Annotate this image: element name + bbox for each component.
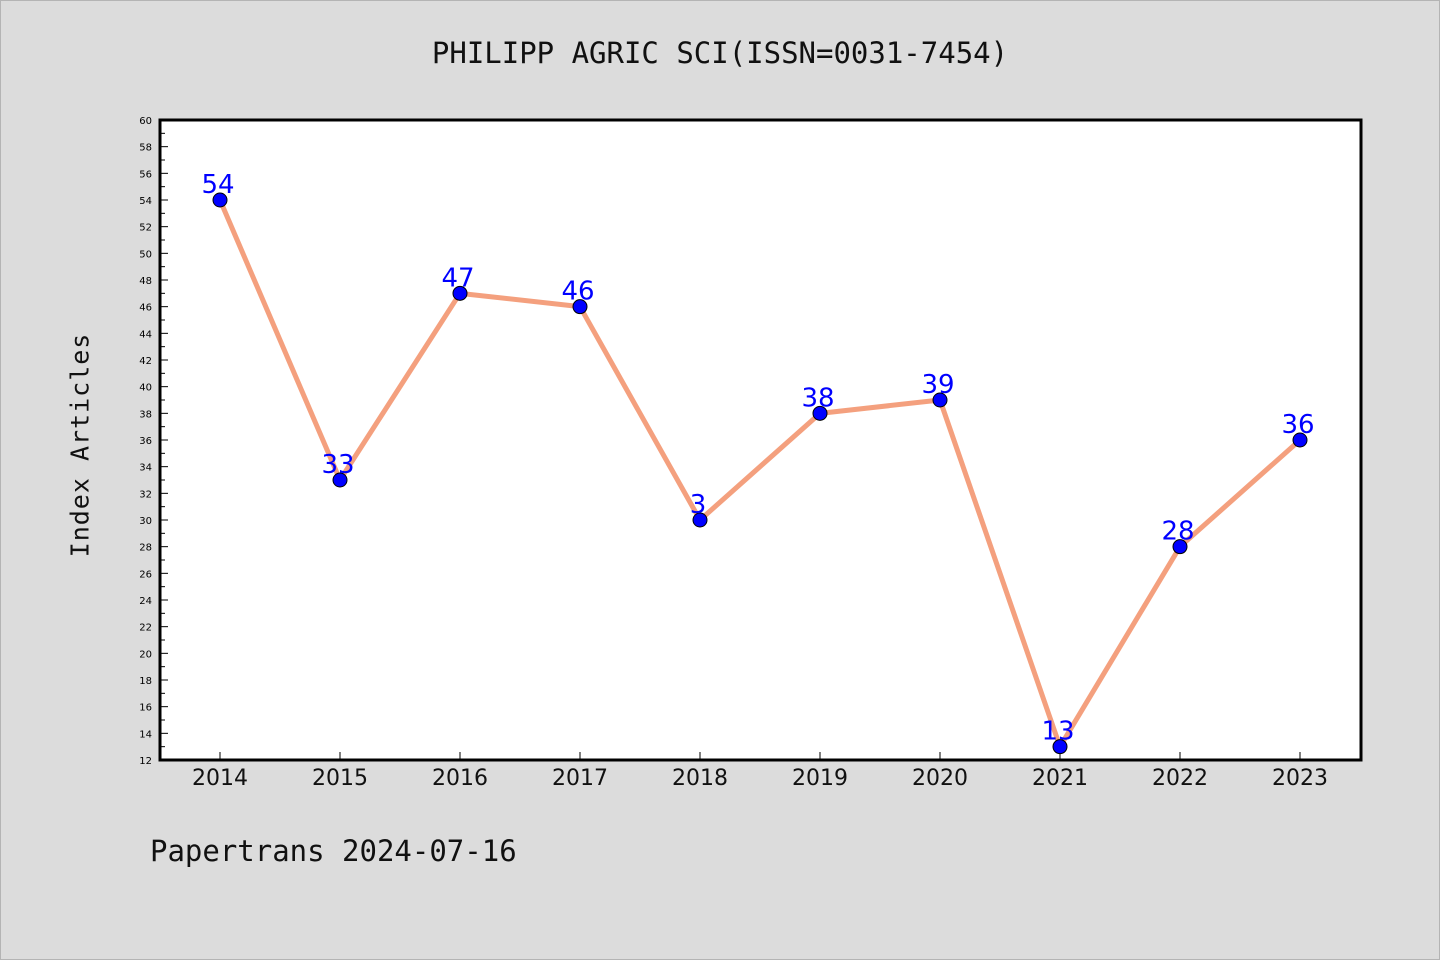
data-point	[1172, 539, 1188, 555]
data-point	[932, 392, 948, 408]
y-tick-label: 26	[139, 569, 152, 580]
data-point	[572, 299, 588, 315]
data-label: 47	[441, 263, 474, 293]
y-tick-label: 60	[139, 116, 152, 127]
y-tick-label: 50	[139, 249, 152, 260]
y-tick-label: 30	[139, 516, 152, 527]
data-label: 54	[201, 170, 234, 200]
y-tick-label: 42	[139, 356, 152, 367]
x-tick-label: 2018	[672, 766, 728, 791]
chart-title: PHILIPP AGRIC SCI(ISSN=0031-7454)	[431, 36, 1009, 70]
footer-note: Papertrans 2024-07-16	[150, 834, 517, 868]
y-tick-label: 38	[139, 409, 152, 420]
x-tick-label: 2014	[192, 766, 248, 791]
y-tick-label: 14	[139, 729, 152, 740]
y-tick-label: 44	[139, 329, 152, 340]
y-tick-label: 32	[139, 489, 152, 500]
data-point	[812, 405, 828, 421]
y-tick-label: 18	[139, 676, 152, 687]
y-tick-label: 48	[139, 276, 152, 287]
data-point	[1052, 739, 1068, 755]
y-tick-label: 16	[139, 703, 152, 714]
plot-area	[158, 118, 1363, 762]
x-tick-label: 2022	[1152, 766, 1208, 791]
data-label: 3	[690, 490, 707, 520]
x-tick-label: 2019	[792, 766, 848, 791]
y-tick-label: 54	[139, 196, 152, 207]
data-point	[452, 285, 468, 301]
y-tick-label: 24	[139, 596, 152, 607]
y-tick-label: 34	[139, 463, 152, 474]
x-tick-label: 2020	[912, 766, 968, 791]
data-point	[212, 192, 228, 208]
data-label: 38	[801, 383, 834, 413]
y-tick-label: 36	[139, 436, 152, 447]
x-tick-label: 2015	[312, 766, 368, 791]
data-label: 46	[561, 277, 594, 307]
y-tick-label: 20	[139, 649, 152, 660]
y-tick-label: 56	[139, 169, 152, 180]
data-point	[692, 512, 708, 528]
x-tick-label: 2021	[1032, 766, 1088, 791]
x-tick-label: 2017	[552, 766, 608, 791]
data-point	[332, 472, 348, 488]
data-label: 13	[1041, 717, 1074, 747]
y-tick-label: 12	[139, 756, 152, 767]
y-tick-label: 22	[139, 623, 152, 634]
data-label: 28	[1161, 517, 1194, 547]
data-label: 33	[321, 450, 354, 480]
data-label: 36	[1281, 410, 1314, 440]
y-tick-label: 46	[139, 303, 152, 314]
y-tick-label: 58	[139, 143, 152, 154]
x-tick-label: 2016	[432, 766, 488, 791]
data-point	[1292, 432, 1308, 448]
y-tick-label: 52	[139, 223, 152, 234]
x-tick-label: 2023	[1272, 766, 1328, 791]
y-tick-label: 28	[139, 543, 152, 554]
y-tick-label: 40	[139, 383, 152, 394]
data-label: 39	[921, 370, 954, 400]
series-line	[217, 197, 1303, 750]
